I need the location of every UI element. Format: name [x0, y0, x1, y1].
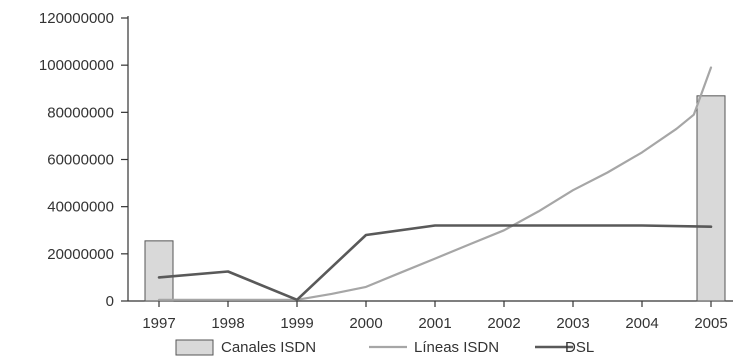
- axes: [127, 16, 733, 302]
- legend: Canales ISDN Líneas ISDN DSL: [175, 339, 594, 356]
- y-tick-label: 20000000: [47, 246, 114, 263]
- y-tick-label: 60000000: [47, 152, 114, 169]
- bar-series: [144, 95, 726, 302]
- x-tick-label: 2003: [556, 315, 589, 332]
- bar-canales-isdn: [144, 240, 174, 302]
- x-tick-label: 2000: [349, 315, 382, 332]
- y-tick-label: 100000000: [39, 57, 114, 74]
- axis-ticks: 0 20000000 40000000 60000000 80000000 1000000…: [39, 10, 728, 332]
- y-tick-label: 120000000: [39, 10, 114, 27]
- x-tick-label: 2001: [418, 315, 451, 332]
- legend-label: Canales ISDN: [221, 339, 316, 356]
- x-tick-label: 2002: [487, 315, 520, 332]
- legend-swatch-canales-isdn: [175, 339, 214, 356]
- legend-label: Líneas ISDN: [414, 339, 499, 356]
- y-tick-label: 80000000: [47, 104, 114, 121]
- y-tick-label: 40000000: [47, 199, 114, 216]
- bar-canales-isdn: [696, 95, 726, 302]
- line-series: [157, 66, 713, 302]
- x-tick-label: 1999: [280, 315, 313, 332]
- x-tick-label: 1997: [142, 315, 175, 332]
- line-lineas-isdn: [157, 66, 713, 301]
- line-dsl: [157, 224, 713, 302]
- y-tick-label: 0: [106, 293, 114, 310]
- x-tick-label: 1998: [211, 315, 244, 332]
- x-tick-label: 2004: [625, 315, 658, 332]
- x-tick-label: 2005: [694, 315, 727, 332]
- legend-label: DSL: [565, 339, 594, 356]
